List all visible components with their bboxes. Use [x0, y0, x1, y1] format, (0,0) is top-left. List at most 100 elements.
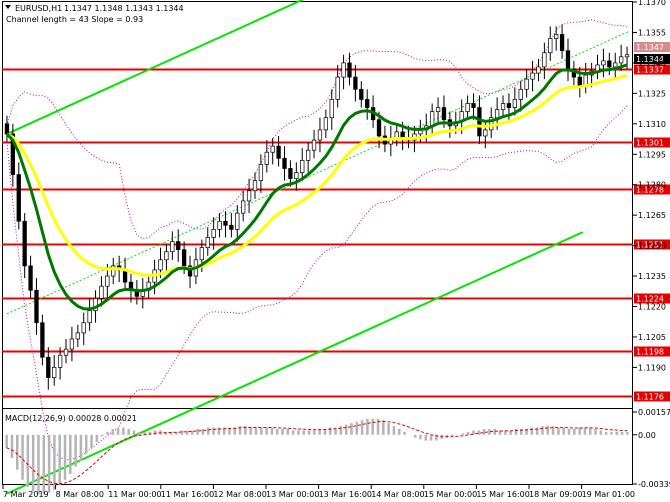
candle-body	[282, 157, 287, 169]
candle-body	[607, 60, 612, 68]
candle-body	[276, 145, 281, 159]
candle-body	[57, 354, 63, 368]
candle-body	[441, 107, 447, 121]
price-axis-label: 1.1190	[638, 363, 666, 372]
envelope-lower-line	[6, 105, 628, 461]
level-tag-label: 1.1198	[636, 348, 664, 357]
candle-body	[365, 99, 370, 108]
candle-body	[353, 76, 358, 90]
candle-body	[559, 34, 565, 52]
macd-label: MACD(12,26,9) 0.00028 0.00021	[5, 414, 137, 423]
candle-body	[465, 103, 470, 112]
candle-body	[258, 164, 264, 181]
candle-body	[81, 322, 86, 334]
level-tag	[634, 391, 670, 402]
candle-body	[235, 212, 240, 230]
level-tag-label: 1.1301	[636, 139, 664, 148]
time-axis-label: 11 Mar 16:00	[161, 490, 214, 499]
candle-body	[542, 52, 547, 68]
channel-indicator-label: Channel length = 43 Slope = 0.93	[6, 15, 143, 24]
candle-body	[105, 275, 110, 287]
price-axis-label: 1.1325	[638, 89, 666, 98]
dropdown-triangle-icon[interactable]	[5, 5, 11, 9]
candle-body	[211, 229, 216, 238]
candle-body	[270, 145, 275, 153]
candle-body	[430, 111, 435, 127]
level-tag-label: 1.1251	[636, 241, 664, 250]
candle-body	[311, 139, 317, 151]
envelope-upper-line	[6, 19, 628, 240]
chart-header: EURUSD,H1 1.1347 1.1348 1.1343 1.1344 Ch…	[5, 4, 184, 24]
candle-body	[565, 50, 571, 70]
ohlc-values: 1.1347 1.1348 1.1343 1.1344	[64, 4, 184, 13]
macd-axis-label: -0.00339	[638, 480, 670, 489]
price-axis-label: 1.1340	[638, 59, 666, 68]
candle-body	[524, 78, 529, 90]
symbol-label: EURUSD,H1	[15, 4, 62, 13]
candle-body	[264, 151, 269, 165]
time-axis-label: 13 Mar 00:00	[266, 490, 319, 499]
time-axis-label: 12 Mar 08:00	[213, 490, 266, 499]
level-tag	[634, 346, 670, 357]
candle-body	[16, 174, 21, 222]
candle-body	[93, 298, 98, 311]
candle-body	[181, 249, 187, 267]
candle-body	[187, 265, 193, 277]
price-tag-label: 1.1344	[636, 55, 664, 64]
level-tag	[634, 137, 670, 148]
candle-body	[518, 88, 523, 100]
candle-body	[199, 247, 204, 261]
candle-body	[158, 259, 163, 271]
price-tag-label: 1.1347	[636, 43, 664, 52]
candle-body	[305, 149, 311, 161]
candle-body	[176, 241, 181, 251]
candle-body	[99, 285, 104, 299]
level-tag	[634, 64, 670, 75]
candle-body	[548, 38, 553, 54]
price-axis-label: 1.1295	[638, 150, 666, 159]
candle-body	[122, 269, 128, 283]
candle-body	[512, 99, 517, 108]
macd-signal-line	[6, 420, 628, 485]
candle-body	[87, 310, 92, 324]
candle-body	[63, 348, 69, 356]
channel-lower-line	[6, 231, 584, 495]
level-tag-label: 1.1224	[636, 295, 664, 304]
candle-body	[500, 103, 506, 110]
candle-body	[46, 356, 51, 378]
candle-body	[288, 168, 293, 179]
candle-body	[22, 220, 27, 267]
candle-body	[347, 62, 352, 78]
candle-body	[229, 224, 234, 230]
price-axis-label: 1.1250	[638, 242, 666, 251]
candle-body	[217, 220, 222, 230]
candle-body	[4, 123, 10, 135]
ma-fast-line	[5, 63, 628, 311]
candle-body	[624, 54, 630, 58]
price-axis-label: 1.1370	[638, 0, 666, 7]
candle-body	[111, 265, 116, 277]
candle-body	[554, 34, 559, 39]
price-axis-label: 1.1265	[638, 211, 666, 220]
candle-body	[435, 107, 441, 112]
candle-body	[317, 129, 323, 141]
price-axis-label: 1.1235	[638, 272, 666, 281]
candle-body	[28, 265, 33, 291]
level-tag	[634, 293, 670, 304]
price-axis-label: 1.1310	[638, 120, 666, 129]
candle-body	[335, 76, 340, 100]
level-tag	[634, 184, 670, 195]
time-axis-label: 14 Mar 08:00	[371, 490, 424, 499]
time-axis-label: 15 Mar 16:00	[476, 490, 529, 499]
candle-body	[10, 133, 16, 175]
candle-body	[341, 62, 346, 78]
candle-body	[583, 74, 588, 86]
candle-body	[618, 56, 624, 64]
candle-body	[477, 107, 482, 137]
price-tag	[634, 42, 670, 52]
candle-body	[494, 109, 500, 119]
candle-body	[577, 76, 582, 86]
candle-body	[300, 159, 305, 173]
macd-axis-label: 0.00	[638, 431, 656, 440]
